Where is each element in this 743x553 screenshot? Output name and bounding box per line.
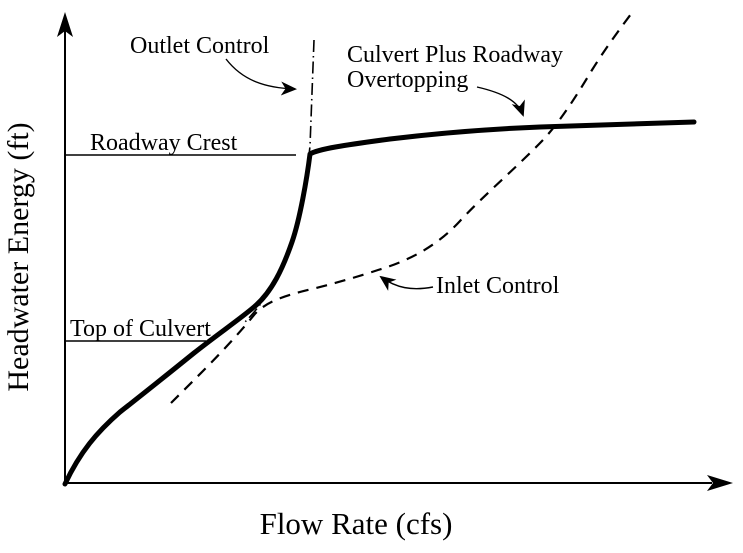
inlet-control-arrow — [379, 275, 434, 291]
y-axis-title: Headwater Energy (ft) — [2, 122, 35, 391]
overtopping-label-line2: Overtopping — [347, 67, 468, 93]
y-axis-arrowhead-icon — [57, 12, 73, 37]
top-of-culvert-label: Top of Culvert — [70, 316, 211, 342]
inlet-control-curve — [170, 9, 635, 404]
x-axis-arrowhead-icon — [707, 475, 733, 491]
performance-curve — [62, 119, 697, 487]
x-axis-title: Flow Rate (cfs) — [260, 506, 453, 541]
outlet-control-label: Outlet Control — [130, 33, 270, 59]
axes — [57, 12, 733, 491]
inlet-control-label: Inlet Control — [436, 273, 560, 299]
roadway-crest-label: Roadway Crest — [90, 130, 238, 156]
outlet-control-arrow — [225, 58, 297, 96]
overtopping-arrow — [476, 86, 525, 117]
overtopping-label-line1: Culvert Plus Roadway — [347, 42, 563, 68]
